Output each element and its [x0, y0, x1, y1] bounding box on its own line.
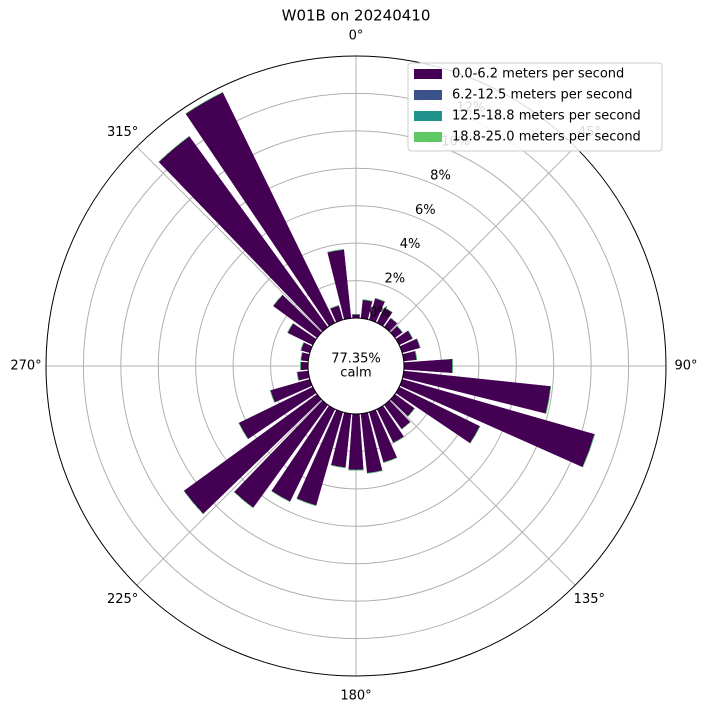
- wind-bar: [416, 338, 421, 348]
- wind-bar: [238, 423, 249, 440]
- calm-circle: [307, 317, 405, 415]
- polar-frame: [45, 55, 667, 677]
- legend-label: 0.0-6.2 meters per second: [452, 67, 624, 82]
- legend-swatch: [414, 132, 442, 142]
- wind-bar: [415, 351, 418, 360]
- legend-label: 6.2-12.5 meters per second: [452, 88, 633, 103]
- theta-tick-label: 0°: [349, 29, 364, 44]
- theta-tick-label: 90°: [674, 359, 697, 374]
- legend-swatch: [414, 111, 442, 121]
- grid-spoke: [136, 399, 323, 586]
- legend-label: 18.8-25.0 meters per second: [452, 130, 641, 145]
- legend-swatch: [414, 69, 442, 79]
- wind-bar: [270, 390, 275, 403]
- wind-bar: [401, 421, 411, 430]
- r-tick-label: 4%: [400, 237, 421, 252]
- wind-bar: [183, 490, 204, 514]
- r-tick-label: 6%: [415, 203, 436, 218]
- r-tick-label: 2%: [385, 271, 406, 286]
- wind-bar: [185, 92, 223, 114]
- legend-label: 12.5-18.8 meters per second: [452, 109, 641, 124]
- theta-tick-label: 135°: [574, 592, 605, 607]
- theta-tick-label: 315°: [107, 125, 138, 140]
- theta-tick-label: 225°: [107, 592, 138, 607]
- grid-spoke: [389, 146, 576, 333]
- wind-bar: [300, 352, 303, 361]
- wind-bar: [300, 361, 309, 371]
- wind-bar: [300, 342, 304, 351]
- theta-tick-label: 270°: [10, 359, 41, 374]
- calm-label: 77.35%: [331, 352, 381, 367]
- legend-swatch: [414, 90, 442, 100]
- grid-spoke: [136, 146, 323, 333]
- calm-label: calm: [340, 366, 371, 381]
- grid-spoke: [389, 399, 576, 586]
- wind-bar: [582, 434, 595, 468]
- wind-bar: [397, 325, 403, 333]
- legend-box: [407, 62, 663, 152]
- r-tick-label: 8%: [430, 169, 451, 184]
- theta-tick-label: 180°: [340, 689, 371, 704]
- wind-bar: [407, 330, 413, 339]
- r-tick-label: 0%: [369, 306, 390, 321]
- chart-title: W01B on 20240410: [282, 7, 431, 25]
